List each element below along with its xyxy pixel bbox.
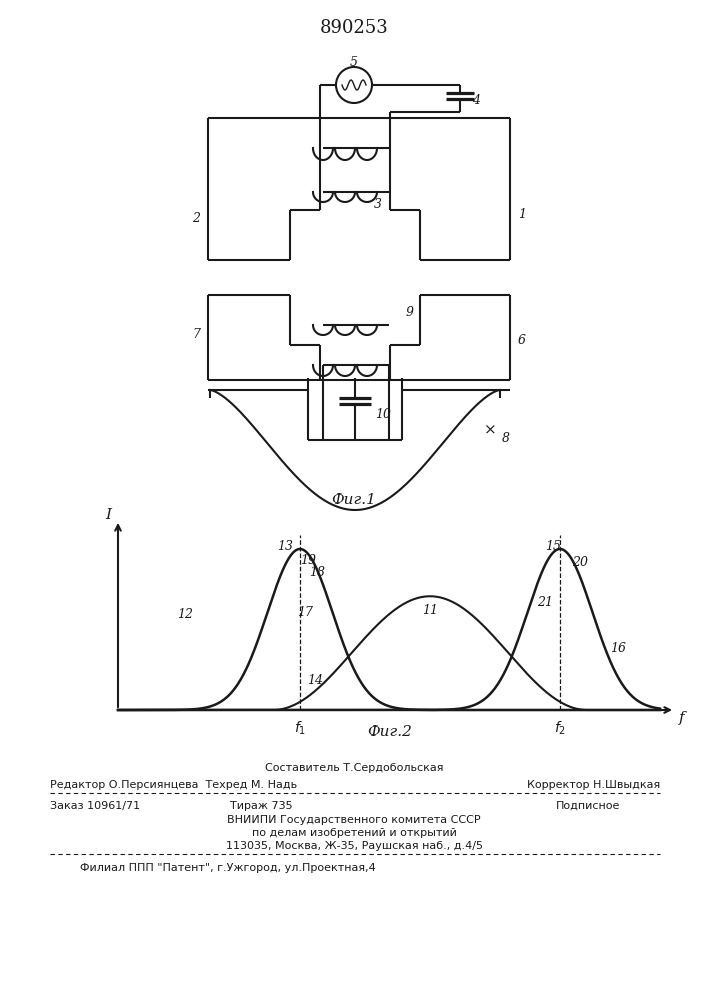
Text: 17: 17 bbox=[297, 606, 313, 619]
Text: Филиал ППП "Патент", г.Ужгород, ул.Проектная,4: Филиал ППП "Патент", г.Ужгород, ул.Проек… bbox=[80, 863, 375, 873]
Text: Редактор О.Персиянцева  Техред М. Надь: Редактор О.Персиянцева Техред М. Надь bbox=[50, 780, 297, 790]
Text: Фиг.1: Фиг.1 bbox=[332, 493, 376, 507]
Text: 7: 7 bbox=[192, 328, 200, 342]
Text: f: f bbox=[679, 711, 685, 725]
Text: 13: 13 bbox=[277, 540, 293, 554]
Text: 19: 19 bbox=[300, 554, 316, 566]
Text: Составитель Т.Сердобольская: Составитель Т.Сердобольская bbox=[264, 763, 443, 773]
Text: I: I bbox=[105, 508, 111, 522]
Text: 3: 3 bbox=[374, 198, 382, 212]
Text: 21: 21 bbox=[537, 596, 553, 609]
Text: Фиг.2: Фиг.2 bbox=[368, 725, 412, 739]
Text: $f_2$: $f_2$ bbox=[554, 719, 566, 737]
Text: Подписное: Подписное bbox=[556, 801, 620, 811]
Text: Корректор Н.Швыдкая: Корректор Н.Швыдкая bbox=[527, 780, 660, 790]
Text: 12: 12 bbox=[177, 608, 193, 621]
Text: 15: 15 bbox=[545, 540, 561, 554]
Text: 2: 2 bbox=[192, 212, 200, 225]
Text: 890253: 890253 bbox=[320, 19, 388, 37]
Text: 16: 16 bbox=[610, 642, 626, 654]
Text: ×: × bbox=[484, 423, 496, 437]
Text: 8: 8 bbox=[502, 432, 510, 444]
Text: по делам изобретений и открытий: по делам изобретений и открытий bbox=[252, 828, 457, 838]
Text: 11: 11 bbox=[422, 603, 438, 616]
Text: 9: 9 bbox=[406, 306, 414, 318]
Text: 6: 6 bbox=[518, 334, 526, 347]
Text: 113035, Москва, Ж-35, Раушская наб., д.4/5: 113035, Москва, Ж-35, Раушская наб., д.4… bbox=[226, 841, 482, 851]
Text: 14: 14 bbox=[307, 674, 323, 686]
Text: 1: 1 bbox=[518, 209, 526, 222]
Text: Тираж 735: Тираж 735 bbox=[230, 801, 293, 811]
Text: 20: 20 bbox=[572, 556, 588, 568]
Text: $f_1$: $f_1$ bbox=[294, 719, 306, 737]
Text: Заказ 10961/71: Заказ 10961/71 bbox=[50, 801, 140, 811]
Text: 4: 4 bbox=[472, 94, 480, 106]
Text: 5: 5 bbox=[350, 56, 358, 70]
Text: ВНИИПИ Государственного комитета СССР: ВНИИПИ Государственного комитета СССР bbox=[227, 815, 481, 825]
Text: 10: 10 bbox=[375, 408, 391, 422]
Text: 18: 18 bbox=[309, 566, 325, 578]
